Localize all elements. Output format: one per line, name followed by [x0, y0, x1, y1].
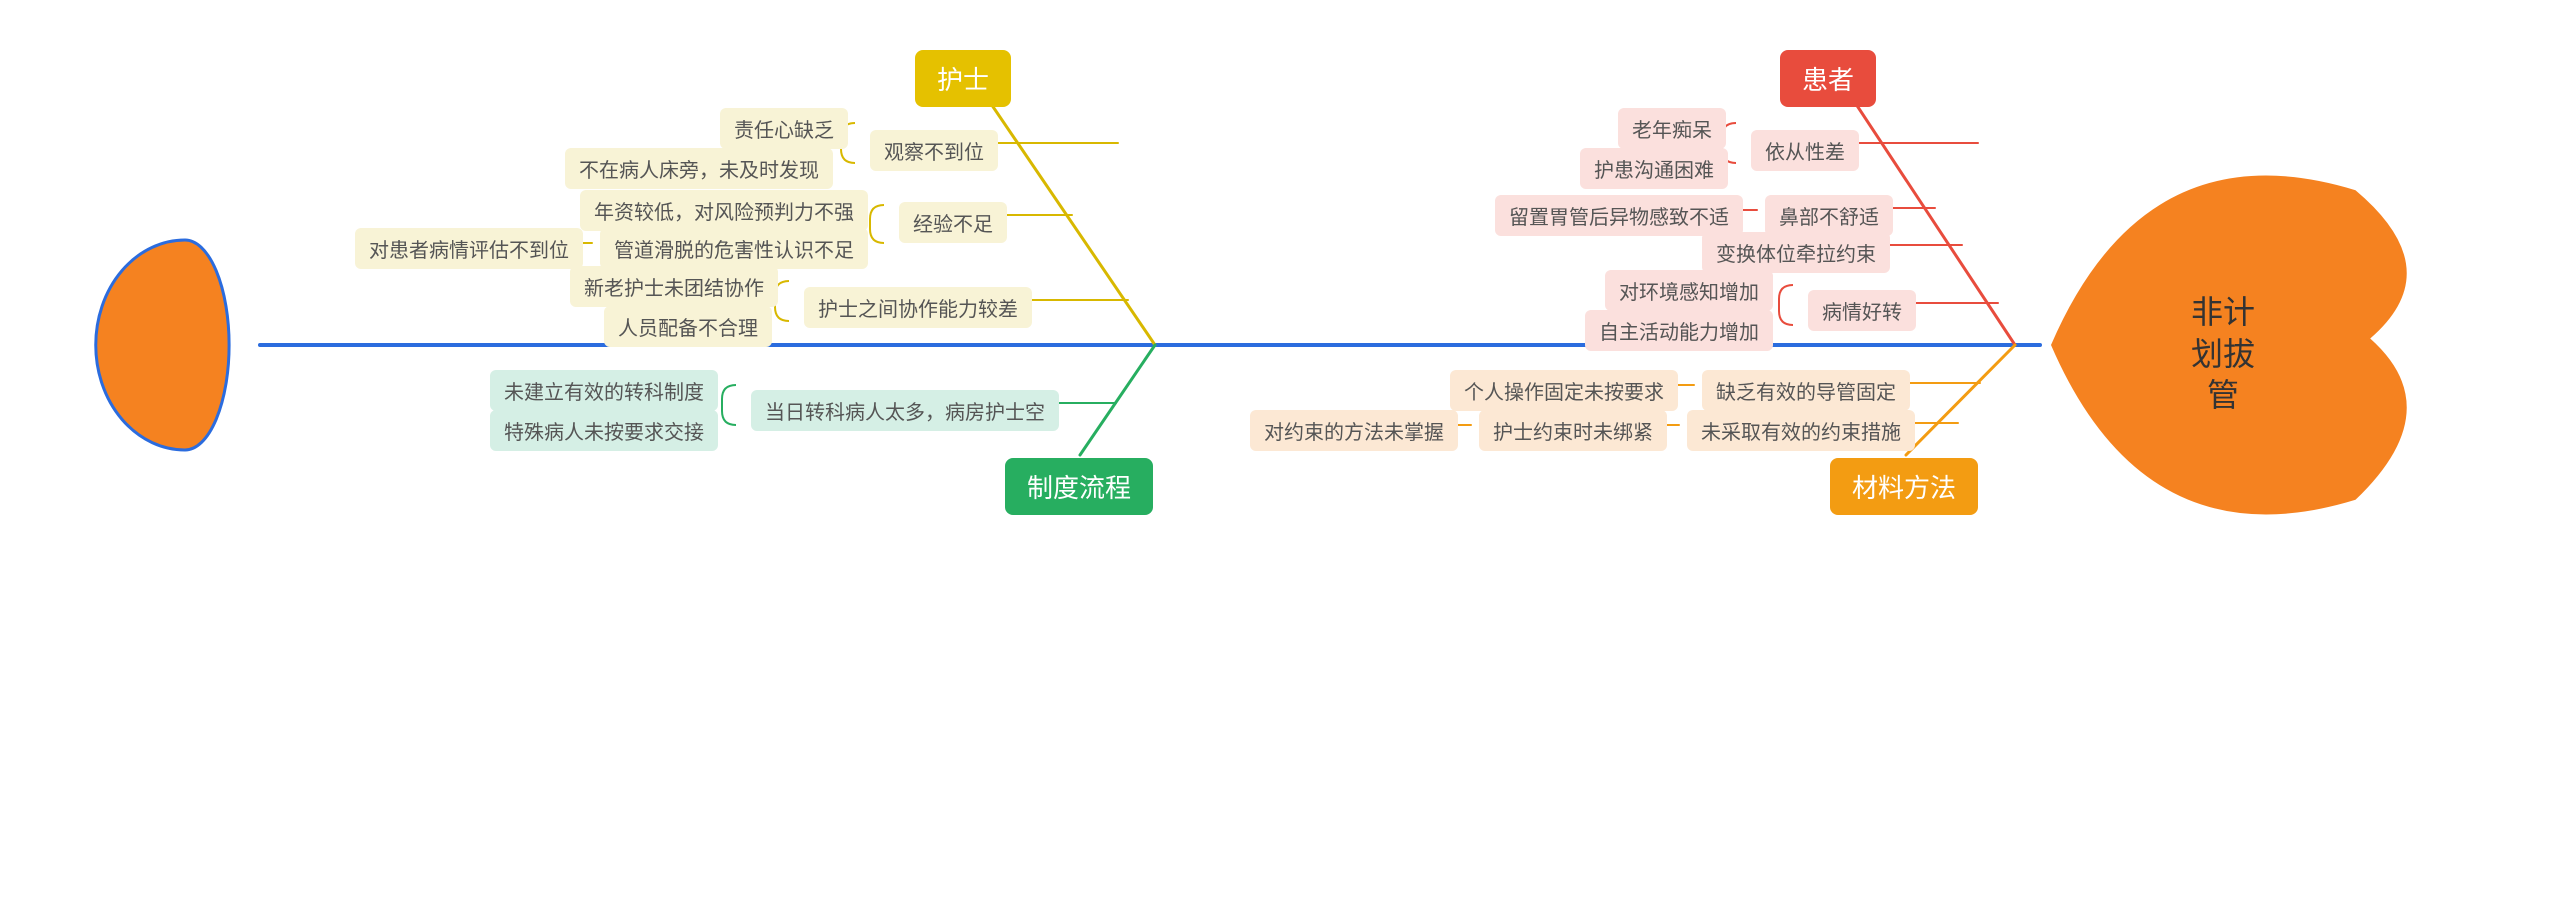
cause-leaf: 对患者病情评估不到位	[355, 228, 583, 269]
cause-chip: 缺乏有效的导管固定	[1702, 370, 1910, 411]
cause-leaf: 自主活动能力增加	[1585, 310, 1773, 351]
category-process: 制度流程	[1005, 458, 1153, 515]
cause-chip: 观察不到位	[870, 130, 998, 171]
category-material: 材料方法	[1830, 458, 1978, 515]
cause-leaf: 特殊病人未按要求交接	[490, 410, 718, 451]
cause-leaf: 护士约束时未绑紧	[1479, 410, 1667, 451]
cause-chip: 病情好转	[1808, 290, 1916, 331]
cause-leaf: 年资较低，对风险预判力不强	[580, 190, 868, 231]
cause-chip: 护士之间协作能力较差	[804, 287, 1032, 328]
cause-leaf: 未建立有效的转科制度	[490, 370, 718, 411]
cause-leaf: 不在病人床旁，未及时发现	[565, 148, 833, 189]
cause-chip: 鼻部不舒适	[1765, 195, 1893, 236]
cause-leaf: 新老护士未团结协作	[570, 266, 778, 307]
cause-leaf: 护患沟通困难	[1580, 148, 1728, 189]
cause-chip: 变换体位牵拉约束	[1702, 232, 1890, 273]
cause-leaf: 管道滑脱的危害性认识不足	[600, 228, 868, 269]
cause-chip: 经验不足	[899, 202, 1007, 243]
cause-chip: 当日转科病人太多，病房护士空	[751, 390, 1059, 431]
fish-head-label: 非计划拔管	[2188, 292, 2258, 417]
cause-leaf: 对约束的方法未掌握	[1250, 410, 1458, 451]
cause-leaf: 责任心缺乏	[720, 108, 848, 149]
cause-leaf: 个人操作固定未按要求	[1450, 370, 1678, 411]
category-nurse: 护士	[915, 50, 1011, 107]
category-patient: 患者	[1780, 50, 1876, 107]
cause-leaf: 留置胃管后异物感致不适	[1495, 195, 1743, 236]
cause-chip: 依从性差	[1751, 130, 1859, 171]
cause-leaf: 对环境感知增加	[1605, 270, 1773, 311]
cause-leaf: 人员配备不合理	[604, 306, 772, 347]
cause-chip: 未采取有效的约束措施	[1687, 410, 1915, 451]
cause-leaf: 老年痴呆	[1618, 108, 1726, 149]
